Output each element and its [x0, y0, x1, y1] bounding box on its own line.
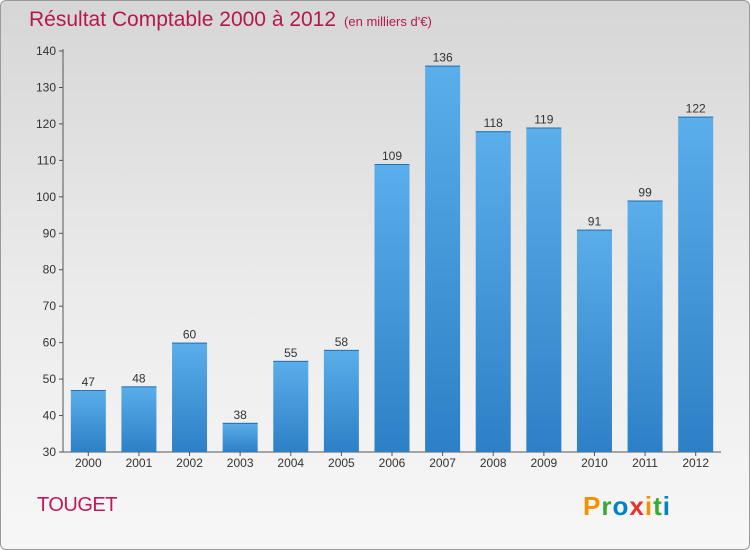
bar — [678, 116, 714, 453]
data-label: 47 — [82, 375, 96, 389]
chart-subtitle: (en milliers d'€) — [344, 14, 432, 29]
x-tick-label: 2008 — [480, 456, 507, 470]
bar — [475, 131, 511, 452]
commune-name: TOUGET — [37, 494, 117, 516]
y-tick-label: 100 — [36, 190, 56, 204]
logo-letter: i — [662, 491, 671, 521]
logo-letter: x — [629, 491, 645, 521]
logo-letter: t — [653, 491, 663, 521]
y-tick-label: 140 — [36, 44, 56, 58]
labels: 47 2000 48 2001 60 2002 38 2003 55 2004 58 2005 109 2… — [75, 51, 709, 470]
data-label: 99 — [638, 185, 652, 199]
data-label: 122 — [686, 102, 706, 116]
bar — [222, 422, 258, 452]
logo-letter: o — [612, 491, 630, 521]
chart-title-text: Résultat Comptable 2000 à 2012 — [29, 8, 337, 31]
bar — [374, 164, 410, 452]
chart-title: Résultat Comptable 2000 à 2012 (en millie… — [29, 8, 432, 32]
data-label: 48 — [132, 371, 146, 385]
bar — [172, 342, 208, 452]
x-tick-label: 2000 — [75, 456, 102, 470]
bar — [323, 349, 359, 452]
x-tick-label: 2003 — [227, 456, 254, 470]
x-tick-label: 2002 — [176, 456, 203, 470]
data-label: 136 — [433, 51, 453, 65]
x-tick-label: 2005 — [328, 456, 355, 470]
y-tick-label: 80 — [43, 263, 57, 277]
bar — [121, 386, 157, 452]
proxiti-logo: Proxiti — [583, 491, 671, 522]
y-tick-label: 90 — [43, 226, 57, 240]
y-tick-label: 70 — [43, 299, 57, 313]
bar — [627, 200, 663, 452]
bar — [576, 229, 612, 452]
x-tick-label: 2006 — [379, 456, 406, 470]
data-label: 55 — [284, 346, 298, 360]
data-label: 118 — [484, 116, 503, 130]
y-tick-label: 40 — [43, 409, 57, 423]
x-tick-label: 2007 — [429, 456, 456, 470]
logo-letter: r — [601, 491, 613, 521]
data-label: 58 — [335, 335, 349, 349]
x-tick-label: 2001 — [126, 456, 153, 470]
data-label: 109 — [382, 149, 402, 163]
y-tick-label: 130 — [36, 80, 56, 94]
data-label: 91 — [588, 215, 602, 229]
bars — [70, 65, 714, 453]
logo-letter: i — [644, 491, 654, 521]
bar — [70, 390, 106, 452]
bar — [273, 360, 309, 452]
y-tick-label: 50 — [43, 372, 57, 386]
y-tick-label: 30 — [43, 445, 57, 459]
y-tick-label: 60 — [43, 336, 57, 350]
y-tick-label: 120 — [36, 117, 56, 131]
x-tick-label: 2009 — [530, 456, 557, 470]
x-tick-label: 2012 — [682, 456, 709, 470]
bar — [526, 127, 562, 453]
x-tick-label: 2004 — [277, 456, 304, 470]
data-label: 60 — [183, 328, 197, 342]
logo-letter: P — [583, 491, 602, 521]
y-tick-label: 110 — [37, 153, 56, 167]
x-tick-label: 2011 — [632, 456, 658, 470]
bar — [425, 65, 461, 452]
x-tick-label: 2010 — [581, 456, 608, 470]
data-label: 119 — [534, 113, 553, 127]
data-label: 38 — [233, 408, 247, 422]
